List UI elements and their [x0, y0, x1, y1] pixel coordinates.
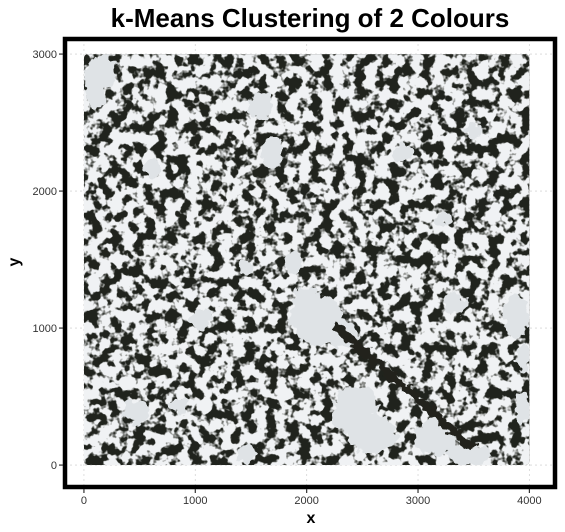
dark-branch	[331, 321, 477, 453]
light-cluster-region	[293, 286, 323, 323]
light-cluster-region	[124, 400, 149, 426]
light-cluster-region	[465, 122, 482, 140]
y-tick-label: 3000	[33, 49, 57, 61]
y-tick-label: 0	[51, 460, 57, 472]
x-axis-ticks: 0 1000 2000 3000 4000	[81, 489, 542, 507]
light-cluster-region	[517, 343, 530, 374]
light-cluster-region	[435, 210, 452, 227]
cluster-light-speckle	[83, 54, 530, 466]
light-cluster-region	[236, 445, 257, 463]
light-cluster-region	[145, 160, 161, 178]
x-tick-label: 1000	[183, 495, 207, 507]
x-tick-label: 3000	[406, 495, 430, 507]
x-tick-label: 0	[81, 495, 87, 507]
light-cluster-region	[283, 252, 304, 272]
y-axis-ticks: 0 1000 2000 3000	[33, 49, 63, 472]
light-cluster-region	[170, 397, 189, 415]
light-cluster-region	[503, 295, 529, 340]
light-cluster-region	[190, 308, 211, 329]
clustered-image	[83, 54, 530, 466]
x-tick-label: 2000	[294, 495, 318, 507]
light-cluster-region	[448, 444, 489, 464]
light-cluster-region	[392, 143, 413, 163]
chart-title: k-Means Clustering of 2 Colours	[111, 3, 510, 33]
light-cluster-region	[91, 55, 117, 86]
y-tick-label: 2000	[33, 186, 57, 198]
y-tick-label: 1000	[33, 323, 57, 335]
light-cluster-region	[514, 392, 530, 423]
y-axis-label: y	[6, 257, 23, 266]
light-cluster-region	[442, 293, 468, 314]
light-cluster-region	[237, 258, 254, 275]
x-tick-label: 4000	[517, 495, 541, 507]
light-cluster-region	[262, 134, 283, 171]
light-cluster-region	[247, 93, 273, 119]
cluster-light-regions	[83, 55, 530, 464]
light-cluster-region	[345, 414, 397, 453]
light-cluster-region	[331, 406, 356, 431]
x-axis-label: x	[307, 510, 316, 527]
plot-border	[62, 36, 558, 490]
